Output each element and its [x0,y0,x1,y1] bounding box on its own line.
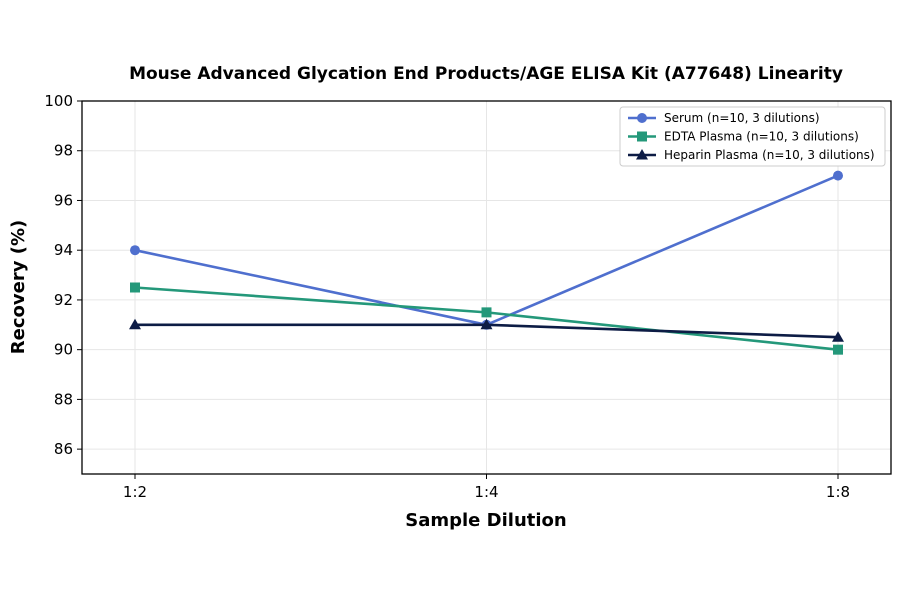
ticks-layer: 86 88 90 92 94 96 98 100 1:2 1:4 1:8 [44,92,850,501]
legend-label: Serum (n=10, 3 dilutions) [664,111,820,125]
legend-item: Heparin Plasma (n=10, 3 dilutions) [628,148,875,162]
legend-marker [637,113,647,123]
series-layer [129,170,844,355]
x-axis-label: Sample Dilution [405,510,566,531]
data-point [129,318,141,330]
chart-title: Mouse Advanced Glycation End Products/AG… [129,64,843,84]
data-point [481,307,492,318]
y-axis-label: Recovery (%) [8,220,29,354]
legend-item: Serum (n=10, 3 dilutions) [628,111,820,125]
data-point [833,344,843,355]
legend-items: Serum (n=10, 3 dilutions) EDTA Plasma (n=… [628,111,875,162]
data-point [832,331,844,342]
y-tick-label: 96 [54,191,73,209]
legend-label: Heparin Plasma (n=10, 3 dilutions) [664,148,875,162]
series-3 [129,318,844,342]
y-tick-label: 88 [54,390,73,408]
y-tick-label: 90 [54,341,73,359]
x-tick-label: 1:8 [826,483,850,501]
data-point [130,282,140,293]
legend-marker [636,149,648,160]
x-tick-label: 1:2 [123,483,147,501]
legend-marker [637,131,647,142]
legend-item: EDTA Plasma (n=10, 3 dilutions) [628,130,859,144]
y-tick-label: 94 [54,241,73,259]
legend-label: EDTA Plasma (n=10, 3 dilutions) [664,130,859,144]
data-point [833,170,843,181]
x-tick-label: 1:4 [474,483,498,501]
legend-box [619,106,886,167]
y-tick-label: 92 [54,291,73,309]
y-tick-label: 100 [44,92,73,110]
y-tick-label: 98 [54,142,73,160]
legend: Serum (n=10, 3 dilutions) EDTA Plasma (n=… [619,106,886,167]
y-tick-label: 86 [54,440,73,458]
series-2 [130,282,843,355]
data-point [130,245,140,256]
data-point [480,318,493,330]
